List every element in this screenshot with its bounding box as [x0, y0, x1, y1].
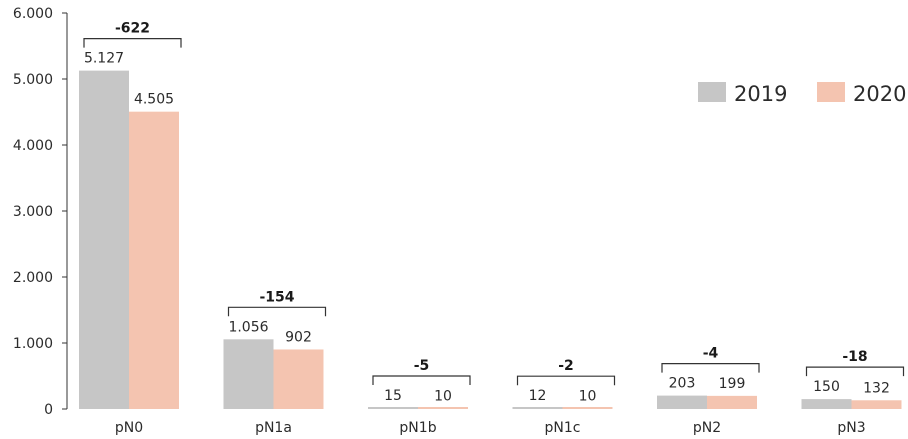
difference-label-pN1b: -5	[414, 358, 430, 374]
legend-label-2019: 2019	[734, 82, 787, 106]
difference-label-pN1c: -2	[558, 358, 574, 374]
value-label-2019-pN1a: 1.056	[228, 319, 268, 335]
value-label-2020-pN3: 132	[863, 380, 890, 396]
difference-bracket-pN1c	[516, 375, 616, 386]
value-labels: 5.127 4.505 1.056 902 15 10 12 10 203 199 150 132	[84, 51, 890, 405]
value-label-2019-pN0: 5.127	[84, 51, 124, 67]
value-label-2019-pN3: 150	[813, 379, 840, 395]
legend-label-2020: 2020	[853, 82, 906, 106]
x-axis-labels: pN0 pN1a pN1b pN1c pN2 pN3	[115, 420, 866, 436]
bar-2019-pN1b	[368, 407, 418, 409]
bar-2020-pN1a	[273, 349, 324, 409]
bar-2019-pN1c	[512, 407, 563, 409]
category-label-pN1c: pN1c	[545, 420, 581, 436]
legend: 2019 2020	[698, 82, 906, 106]
difference-label-pN2: -4	[703, 346, 719, 362]
bar-2019-pN2	[657, 395, 707, 409]
bar-2020-pN2	[707, 395, 757, 409]
difference-bracket-pN3	[805, 366, 905, 377]
category-label-pN1b: pN1b	[399, 420, 436, 436]
difference-label-pN0: -622	[115, 21, 150, 37]
category-label-pN0: pN0	[115, 420, 143, 436]
value-label-2020-pN0: 4.505	[134, 92, 174, 108]
legend-swatch-2020	[817, 82, 845, 102]
y-axis: 0 1.000 2.000 3.000 4.000 5.000 6.000	[13, 6, 68, 418]
difference-bracket-pN2	[661, 363, 760, 373]
difference-label-pN3: -18	[842, 349, 867, 365]
value-label-2019-pN2: 203	[669, 376, 696, 392]
legend-swatch-2019	[698, 82, 726, 102]
y-tick-label: 3.000	[13, 204, 53, 220]
y-tick-label: 5.000	[13, 72, 53, 88]
value-label-2020-pN2: 199	[719, 376, 746, 392]
y-tick-label: 4.000	[13, 138, 53, 154]
y-tick-label: 0	[44, 402, 53, 418]
bar-2019-pN0	[79, 70, 129, 410]
difference-label-pN1a: -154	[259, 289, 294, 305]
bars	[79, 70, 902, 410]
value-label-2020-pN1a: 902	[285, 329, 312, 345]
bar-2020-pN3	[851, 400, 902, 409]
bar-2020-pN1b	[418, 407, 468, 409]
value-label-2020-pN1b: 10	[434, 388, 452, 404]
y-tick-label: 1.000	[13, 336, 53, 352]
difference-brackets: -622 -154 -5 -2 -4 -18	[83, 21, 905, 386]
difference-bracket-pN1b	[372, 375, 471, 386]
bar-2020-pN1c	[562, 407, 613, 409]
value-label-2020-pN1c: 10	[579, 388, 597, 404]
difference-bracket-pN1a	[227, 306, 327, 317]
y-tick-label: 6.000	[13, 6, 53, 22]
bar-2020-pN0	[129, 111, 179, 410]
bar-2019-pN1a	[223, 339, 274, 409]
value-label-2019-pN1c: 12	[529, 388, 547, 404]
category-label-pN3: pN3	[837, 420, 865, 436]
category-label-pN2: pN2	[693, 420, 721, 436]
category-label-pN1a: pN1a	[255, 420, 292, 436]
bar-2019-pN3	[801, 399, 852, 409]
value-label-2019-pN1b: 15	[384, 388, 402, 404]
y-tick-label: 2.000	[13, 270, 53, 286]
difference-bracket-pN0	[83, 38, 182, 48]
